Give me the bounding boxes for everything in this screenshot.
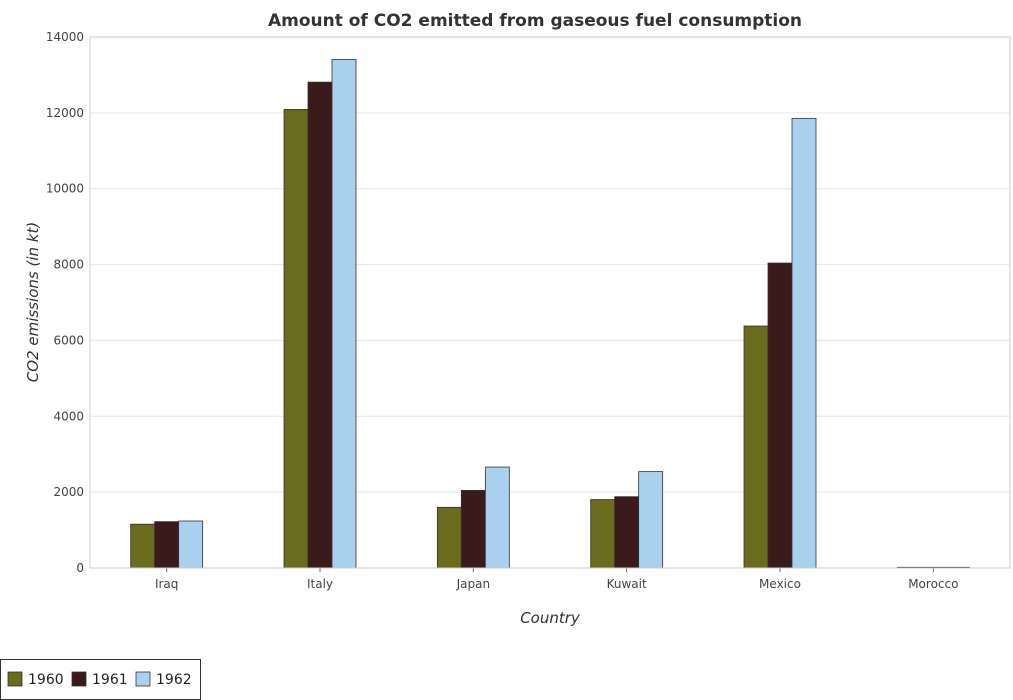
y-tick-label: 6000	[53, 333, 84, 347]
legend-label-1962: 1962	[156, 672, 192, 688]
x-tick-label: Mexico	[759, 577, 801, 591]
gridlines	[90, 36, 1010, 569]
legend-label-1960: 1960	[28, 672, 64, 688]
y-tick-label: 0	[76, 561, 84, 575]
bar-italy-1960	[283, 109, 309, 569]
x-tick-label: Italy	[307, 577, 333, 591]
x-axis-label: Country	[520, 609, 581, 627]
x-tick-label: Kuwait	[607, 577, 647, 591]
bar-iraq-1961	[154, 521, 180, 569]
x-tick-label: Morocco	[908, 577, 958, 591]
chart-title: Amount of CO2 emitted from gaseous fuel …	[268, 11, 802, 31]
y-axis-label: CO2 emissions (in kt)	[24, 222, 42, 382]
bar-kuwait-1960	[590, 499, 616, 569]
bar-mexico-1962	[791, 117, 817, 569]
legend-swatch-1962	[135, 671, 151, 687]
plot-frame	[89, 36, 1011, 569]
x-axis-ticks: Iraq Italy Japan Kuwait Mexico Morocco	[155, 568, 958, 591]
legend-box	[0, 659, 201, 700]
y-tick-label: 2000	[53, 485, 84, 499]
bar-japan-1962	[484, 466, 510, 569]
x-tick-label: Iraq	[155, 577, 178, 591]
bar-mexico-1960	[743, 325, 769, 569]
y-axis-ticks: 0 2000 4000 6000 8000 10000 12000 14000	[46, 30, 84, 575]
bar-japan-1960	[436, 506, 462, 569]
bar-italy-1962	[331, 58, 357, 569]
y-tick-label: 14000	[46, 30, 84, 44]
bar-kuwait-1961	[614, 496, 640, 569]
bars	[130, 58, 970, 569]
bar-italy-1961	[307, 81, 333, 569]
legend-label-1961: 1961	[92, 672, 128, 688]
bar-iraq-1962	[178, 520, 204, 569]
bar-iraq-1960	[130, 523, 156, 569]
y-tick-label: 10000	[46, 182, 84, 196]
y-tick-label: 12000	[46, 106, 84, 120]
legend-swatch-1960	[7, 671, 23, 687]
bar-mexico-1961	[767, 262, 793, 569]
bar-kuwait-1962	[638, 471, 664, 569]
legend-swatch-1961	[71, 671, 87, 687]
x-tick-label: Japan	[456, 577, 490, 591]
legend: 1960 1961 1962	[0, 659, 201, 700]
y-tick-label: 4000	[53, 409, 84, 423]
y-tick-label: 8000	[53, 258, 84, 272]
bar-japan-1961	[460, 489, 486, 569]
